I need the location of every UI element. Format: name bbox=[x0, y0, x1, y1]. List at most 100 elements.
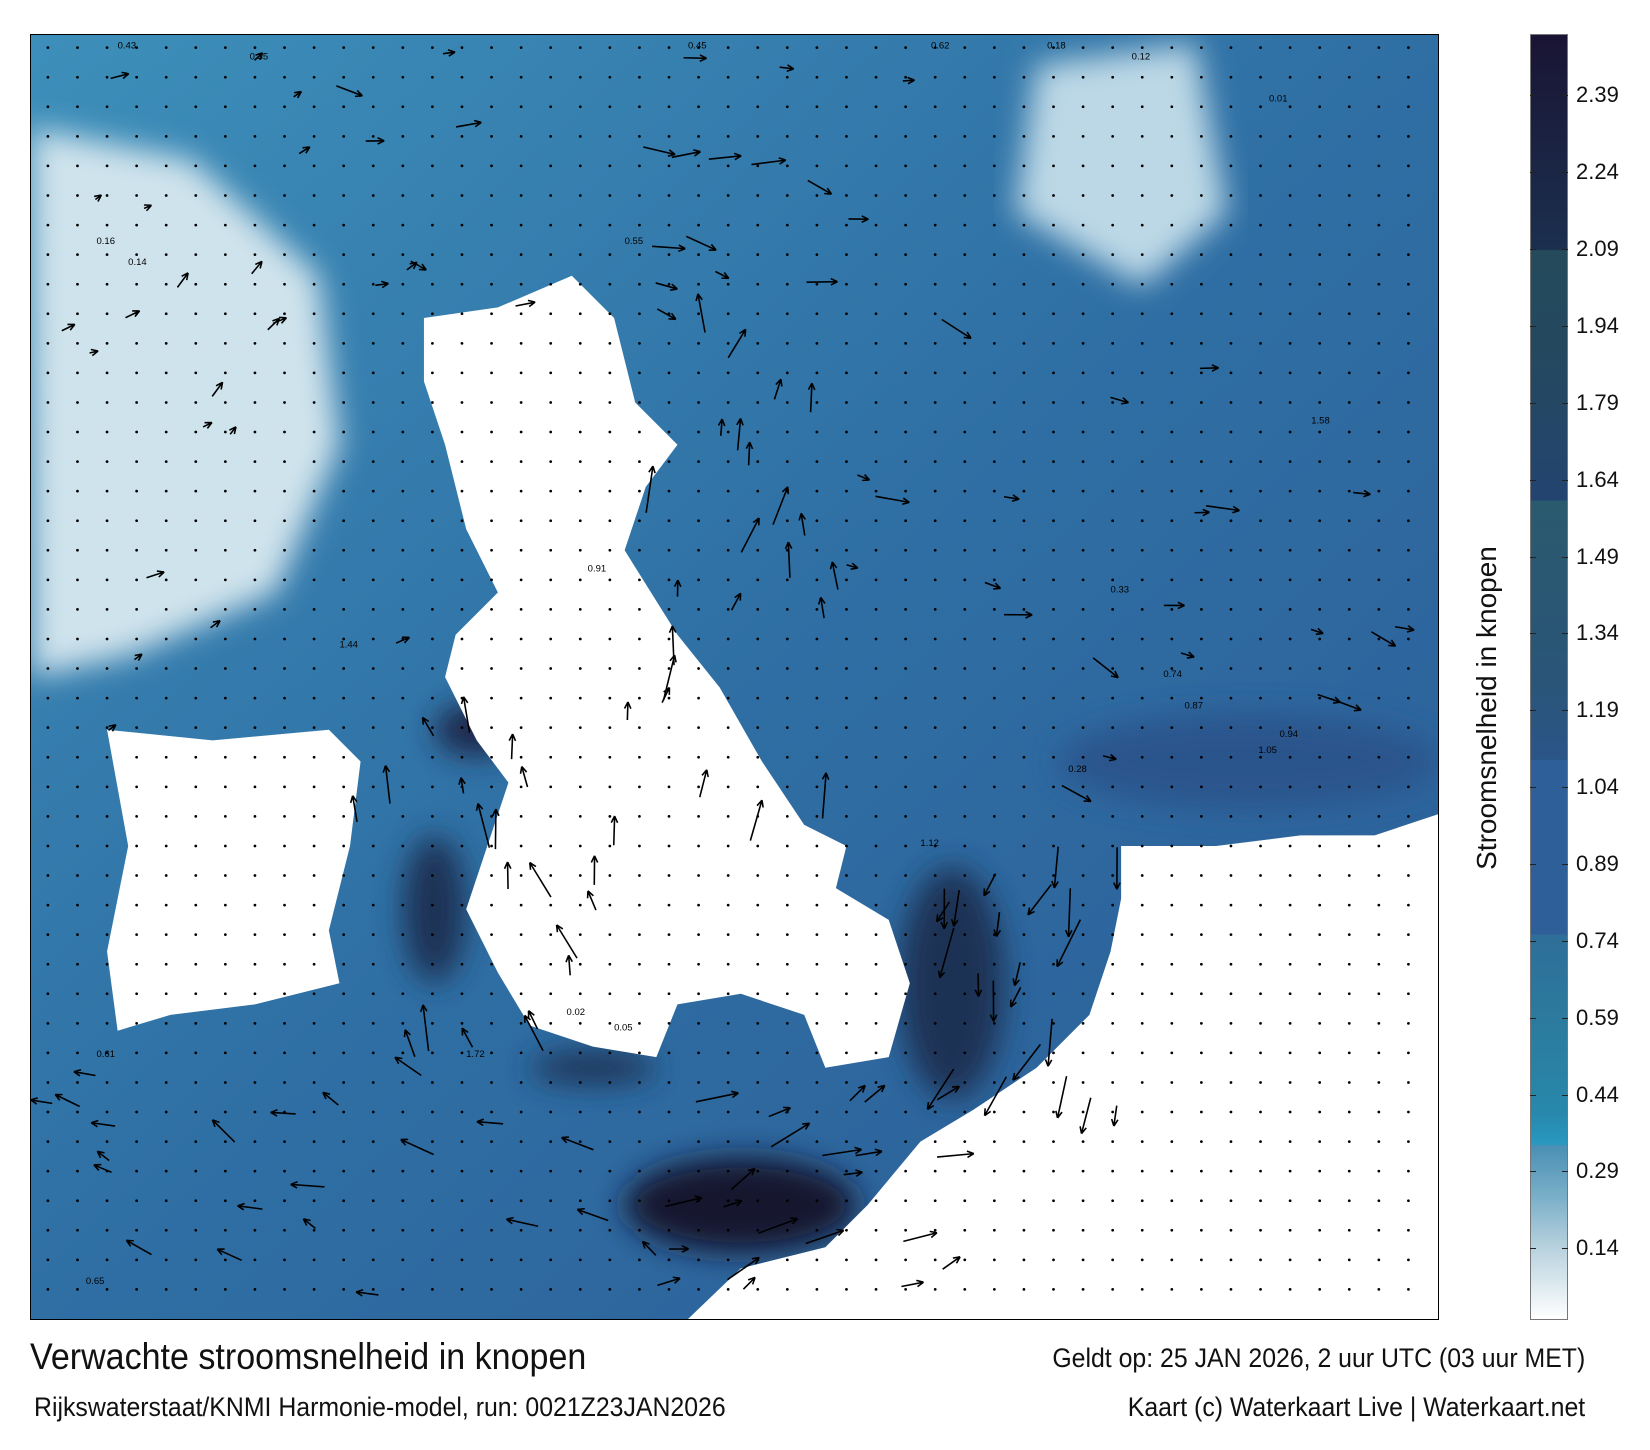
colorbar-tick-label: 0.59 bbox=[1576, 1004, 1619, 1030]
grid-dot bbox=[1081, 548, 1085, 552]
grid-dot bbox=[549, 755, 553, 759]
grid-dot bbox=[46, 1081, 50, 1084]
grid-dot bbox=[578, 519, 582, 523]
grid-dot bbox=[135, 933, 139, 937]
speed-label: 0.18 bbox=[1047, 41, 1066, 52]
speed-labels: 0.430.350.45 0.62 0.180.120.010.160.140.55… bbox=[86, 41, 1330, 1287]
current-arrow bbox=[576, 1207, 609, 1222]
grid-dot bbox=[1081, 253, 1085, 257]
grid-dot bbox=[223, 815, 227, 818]
grid-dot bbox=[164, 667, 168, 670]
grid-dot bbox=[401, 282, 405, 286]
current-arrow bbox=[805, 1228, 845, 1245]
grid-dot bbox=[667, 1258, 671, 1262]
grid-dot bbox=[1200, 637, 1203, 641]
grid-dot bbox=[549, 164, 553, 168]
grid-dot bbox=[1229, 1228, 1233, 1232]
grid-dot bbox=[371, 1021, 375, 1025]
grid-dot bbox=[845, 1140, 848, 1143]
grid-dot bbox=[253, 164, 257, 168]
grid-dot bbox=[1229, 194, 1233, 197]
current-arrow bbox=[736, 418, 744, 451]
grid-dot bbox=[815, 1110, 819, 1114]
grid-dot bbox=[342, 371, 346, 375]
grid-dot bbox=[815, 1169, 819, 1173]
grid-dot bbox=[1407, 903, 1410, 907]
grid-dot bbox=[756, 1169, 760, 1173]
grid-dot bbox=[1170, 46, 1174, 50]
grid-dot bbox=[992, 312, 996, 316]
grid-dot bbox=[401, 903, 405, 907]
grid-dot bbox=[756, 282, 760, 286]
grid-dot bbox=[490, 1258, 493, 1262]
grid-dot bbox=[401, 371, 405, 375]
current-arrow bbox=[1079, 1097, 1092, 1135]
grid-dot bbox=[667, 489, 671, 493]
grid-dot bbox=[46, 696, 50, 700]
speed-label: 0.94 bbox=[1280, 729, 1299, 740]
grid-dot bbox=[46, 608, 50, 611]
grid-dot bbox=[76, 992, 79, 996]
current-arrow bbox=[251, 260, 263, 275]
grid-dot bbox=[1377, 75, 1381, 79]
current-arrow bbox=[1194, 508, 1210, 517]
grid-dot bbox=[1081, 608, 1085, 611]
grid-dot bbox=[667, 992, 671, 996]
grid-dot bbox=[608, 1288, 612, 1291]
grid-dot bbox=[933, 667, 937, 670]
grid-dot bbox=[549, 1110, 553, 1114]
grid-dot bbox=[1288, 962, 1292, 966]
grid-dot bbox=[431, 223, 434, 227]
grid-dot bbox=[1170, 874, 1174, 877]
grid-dot bbox=[76, 371, 79, 375]
grid-dot bbox=[1318, 903, 1322, 907]
grid-dot bbox=[785, 312, 789, 316]
grid-dot bbox=[578, 1110, 582, 1114]
grid-dot bbox=[460, 1110, 464, 1114]
grid-dot bbox=[815, 105, 819, 109]
grid-dot bbox=[756, 1228, 760, 1232]
grid-dot bbox=[1347, 844, 1351, 848]
grid-dot bbox=[223, 519, 227, 523]
grid-dot bbox=[1170, 1228, 1174, 1232]
grid-dot bbox=[756, 962, 760, 966]
grid-dot bbox=[578, 430, 582, 434]
grid-dot bbox=[253, 667, 257, 670]
grid-dot bbox=[726, 1051, 730, 1055]
grid-dot bbox=[963, 1140, 967, 1143]
grid-dot bbox=[992, 164, 996, 168]
grid-dot bbox=[1259, 696, 1262, 700]
grid-dot bbox=[76, 726, 79, 730]
grid-dot bbox=[490, 785, 493, 789]
grid-dot bbox=[135, 1228, 139, 1232]
grid-dot bbox=[46, 1140, 50, 1143]
grid-dot bbox=[135, 46, 139, 50]
grid-dot bbox=[76, 1021, 79, 1025]
grid-dot bbox=[1229, 903, 1233, 907]
grid-dot bbox=[194, 755, 198, 759]
colorbar-tick bbox=[1530, 1248, 1536, 1250]
speed-label: 0.16 bbox=[96, 236, 115, 247]
grid-dot bbox=[1288, 223, 1292, 227]
grid-dot bbox=[194, 519, 198, 523]
grid-dot bbox=[46, 312, 50, 316]
grid-dot bbox=[608, 371, 612, 375]
grid-dot bbox=[1140, 1258, 1144, 1262]
grid-dot bbox=[490, 1110, 493, 1114]
grid-dot bbox=[283, 282, 286, 286]
grid-dot bbox=[1022, 667, 1026, 670]
grid-dot bbox=[638, 341, 641, 345]
grid-dot bbox=[1377, 223, 1381, 227]
grid-dot bbox=[667, 755, 671, 759]
current-arrow bbox=[662, 654, 677, 701]
grid-dot bbox=[1259, 933, 1262, 937]
grid-dot bbox=[874, 696, 878, 700]
grid-dot bbox=[992, 430, 996, 434]
grid-dot bbox=[1318, 341, 1322, 345]
current-arrow bbox=[400, 1138, 434, 1156]
grid-dot bbox=[1288, 519, 1292, 523]
grid-dot bbox=[194, 253, 198, 257]
grid-dot bbox=[785, 1021, 789, 1025]
grid-dot bbox=[904, 815, 907, 818]
grid-dot bbox=[815, 134, 819, 138]
